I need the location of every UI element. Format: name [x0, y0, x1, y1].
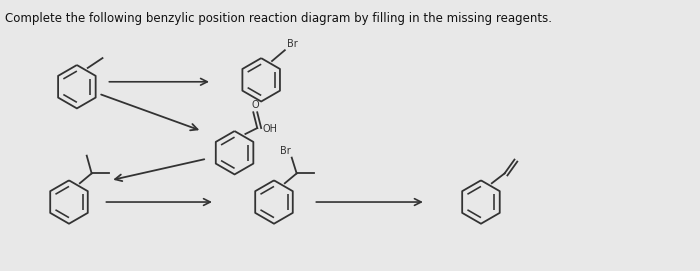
Text: OH: OH: [262, 124, 277, 134]
Text: O: O: [251, 100, 259, 110]
Text: Complete the following benzylic position reaction diagram by filling in the miss: Complete the following benzylic position…: [5, 12, 552, 25]
Text: Br: Br: [280, 146, 290, 156]
Text: Br: Br: [287, 39, 298, 49]
